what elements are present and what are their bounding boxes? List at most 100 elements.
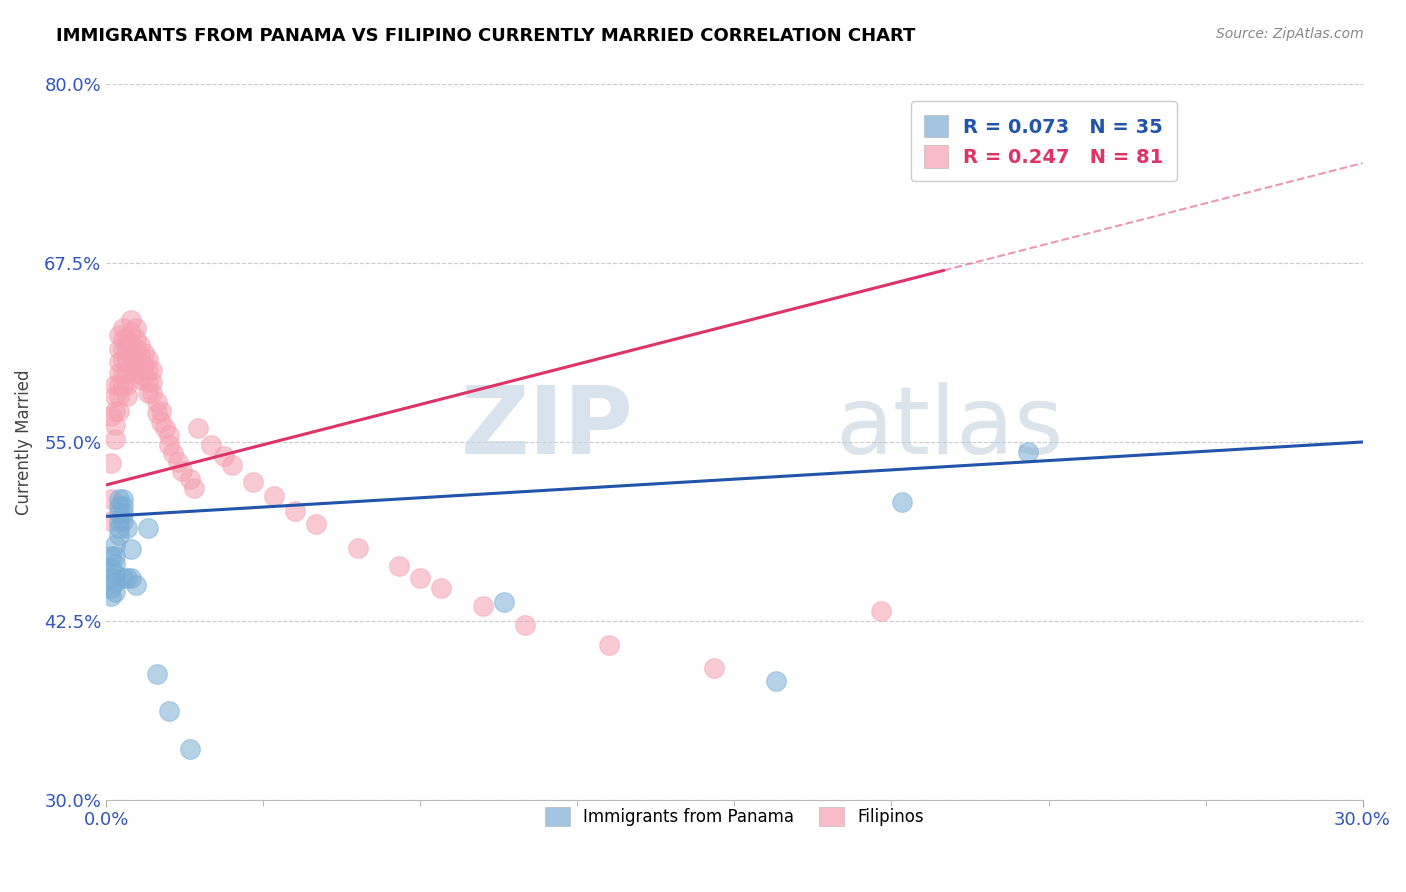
Point: [104, 557, 127, 571]
Point: [108, 528, 131, 542]
Point: [388, 559, 411, 574]
Point: [108, 377, 131, 392]
Point: [153, 420, 176, 434]
Point: [108, 500, 131, 514]
Point: [100, 571, 122, 585]
Point: [108, 389, 131, 403]
Point: [132, 346, 155, 360]
Point: [121, 325, 143, 339]
Point: [765, 673, 787, 688]
Point: [121, 359, 143, 374]
Point: [104, 538, 127, 552]
Point: [112, 492, 135, 507]
Point: [100, 457, 122, 471]
Point: [112, 332, 135, 346]
Point: [124, 353, 146, 368]
Point: [136, 375, 159, 389]
Point: [117, 521, 139, 535]
Point: [104, 389, 127, 403]
Point: [108, 492, 131, 507]
Point: [112, 500, 135, 514]
Point: [108, 507, 131, 521]
Point: [104, 549, 127, 564]
Point: [598, 638, 620, 652]
Point: [100, 514, 122, 528]
Point: [108, 355, 131, 369]
Point: [166, 455, 188, 469]
Point: [121, 348, 143, 362]
Point: [124, 578, 146, 592]
Point: [149, 415, 172, 429]
Point: [149, 403, 172, 417]
Point: [472, 599, 495, 614]
Point: [157, 427, 180, 442]
Point: [104, 377, 127, 392]
Point: [117, 389, 139, 403]
Point: [162, 446, 184, 460]
Text: atlas: atlas: [835, 382, 1063, 474]
Point: [263, 489, 285, 503]
Point: [187, 420, 209, 434]
Point: [117, 377, 139, 392]
Point: [108, 521, 131, 535]
Point: [104, 417, 127, 432]
Point: [117, 571, 139, 585]
Point: [1017, 445, 1039, 459]
Point: [121, 336, 143, 351]
Point: [284, 503, 307, 517]
Point: [112, 514, 135, 528]
Point: [132, 358, 155, 372]
Point: [157, 438, 180, 452]
Point: [117, 353, 139, 368]
Point: [346, 541, 368, 555]
Point: [112, 377, 135, 392]
Point: [170, 464, 193, 478]
Point: [179, 742, 201, 756]
Point: [100, 409, 122, 424]
Point: [200, 438, 222, 452]
Point: [124, 332, 146, 346]
Point: [136, 352, 159, 367]
Point: [108, 514, 131, 528]
Point: [121, 542, 143, 557]
Point: [513, 618, 536, 632]
Point: [100, 561, 122, 575]
Point: [108, 327, 131, 342]
Point: [121, 571, 143, 585]
Point: [112, 507, 135, 521]
Point: [145, 395, 167, 409]
Text: Source: ZipAtlas.com: Source: ZipAtlas.com: [1216, 27, 1364, 41]
Point: [112, 571, 135, 585]
Text: ZIP: ZIP: [461, 382, 634, 474]
Y-axis label: Currently Married: Currently Married: [15, 369, 32, 515]
Point: [141, 375, 163, 389]
Point: [104, 585, 127, 599]
Point: [104, 575, 127, 590]
Text: IMMIGRANTS FROM PANAMA VS FILIPINO CURRENTLY MARRIED CORRELATION CHART: IMMIGRANTS FROM PANAMA VS FILIPINO CURRE…: [56, 27, 915, 45]
Point: [242, 475, 264, 489]
Point: [100, 590, 122, 604]
Point: [891, 495, 914, 509]
Point: [141, 386, 163, 401]
Point: [124, 367, 146, 381]
Point: [494, 595, 516, 609]
Point: [117, 332, 139, 346]
Point: [112, 367, 135, 381]
Point: [128, 349, 150, 363]
Point: [100, 549, 122, 564]
Point: [128, 360, 150, 375]
Point: [136, 363, 159, 377]
Point: [212, 450, 235, 464]
Point: [108, 342, 131, 356]
Point: [112, 353, 135, 368]
Point: [100, 581, 122, 595]
Point: [132, 369, 155, 384]
Point: [179, 472, 201, 486]
Point: [183, 481, 205, 495]
Point: [100, 492, 122, 507]
Point: [128, 372, 150, 386]
Point: [145, 666, 167, 681]
Point: [128, 337, 150, 351]
Point: [112, 342, 135, 356]
Point: [136, 521, 159, 535]
